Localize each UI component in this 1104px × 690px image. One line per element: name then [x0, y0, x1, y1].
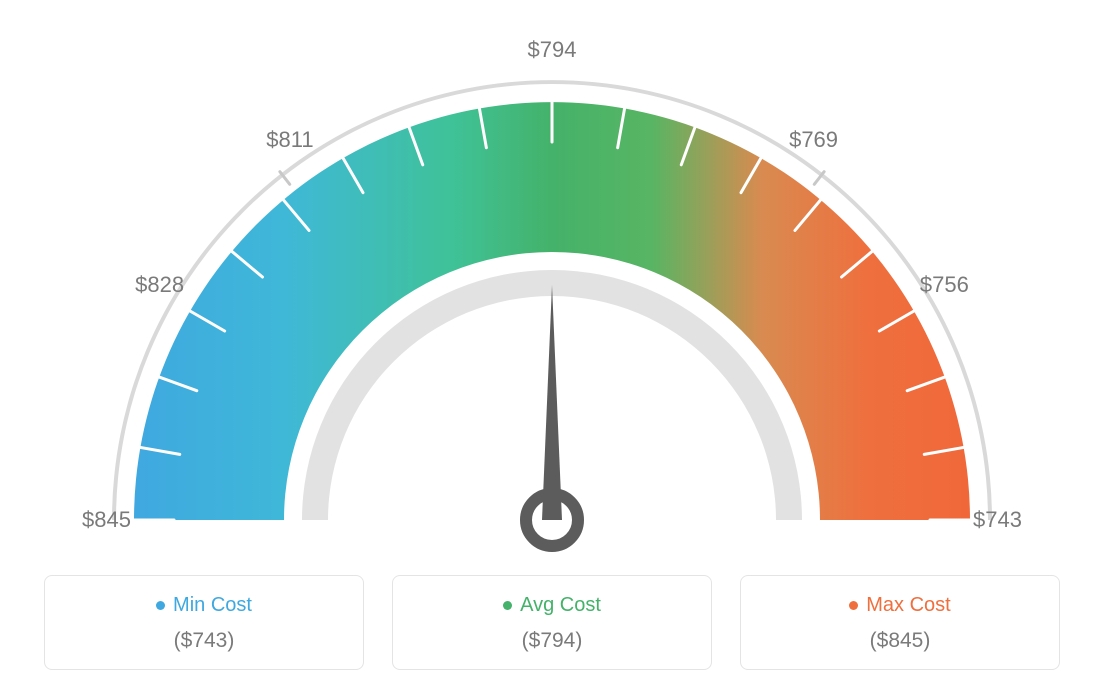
gauge-tick-label: $828	[135, 272, 184, 298]
legend-value-min: ($743)	[55, 629, 353, 653]
legend-label-min: Min Cost	[173, 594, 252, 617]
legend-card-avg: Avg Cost ($794)	[392, 575, 712, 670]
legend-label-avg: Avg Cost	[520, 594, 601, 617]
gauge-tick-label: $743	[973, 507, 1022, 533]
gauge-chart	[32, 20, 1072, 565]
legend-title-avg: Avg Cost	[503, 594, 601, 617]
gauge-area: $743 $756 $769 $794 $811 $828 $845	[0, 0, 1104, 565]
dot-icon-max	[849, 601, 858, 610]
dot-icon-min	[156, 601, 165, 610]
gauge-tick-label: $845	[82, 507, 131, 533]
gauge-tick-label: $794	[528, 37, 577, 63]
legend-title-min: Min Cost	[156, 594, 252, 617]
legend-row: Min Cost ($743) Avg Cost ($794) Max Cost…	[0, 575, 1104, 670]
gauge-tick-label: $811	[266, 127, 313, 153]
gauge-tick-label: $769	[789, 127, 838, 153]
legend-card-max: Max Cost ($845)	[740, 575, 1060, 670]
legend-label-max: Max Cost	[866, 594, 950, 617]
legend-value-avg: ($794)	[403, 629, 701, 653]
dot-icon-avg	[503, 601, 512, 610]
gauge-tick-label: $756	[920, 272, 969, 298]
legend-value-max: ($845)	[751, 629, 1049, 653]
legend-title-max: Max Cost	[849, 594, 950, 617]
legend-card-min: Min Cost ($743)	[44, 575, 364, 670]
cost-gauge-container: $743 $756 $769 $794 $811 $828 $845 Min Cost ($…	[0, 0, 1104, 690]
